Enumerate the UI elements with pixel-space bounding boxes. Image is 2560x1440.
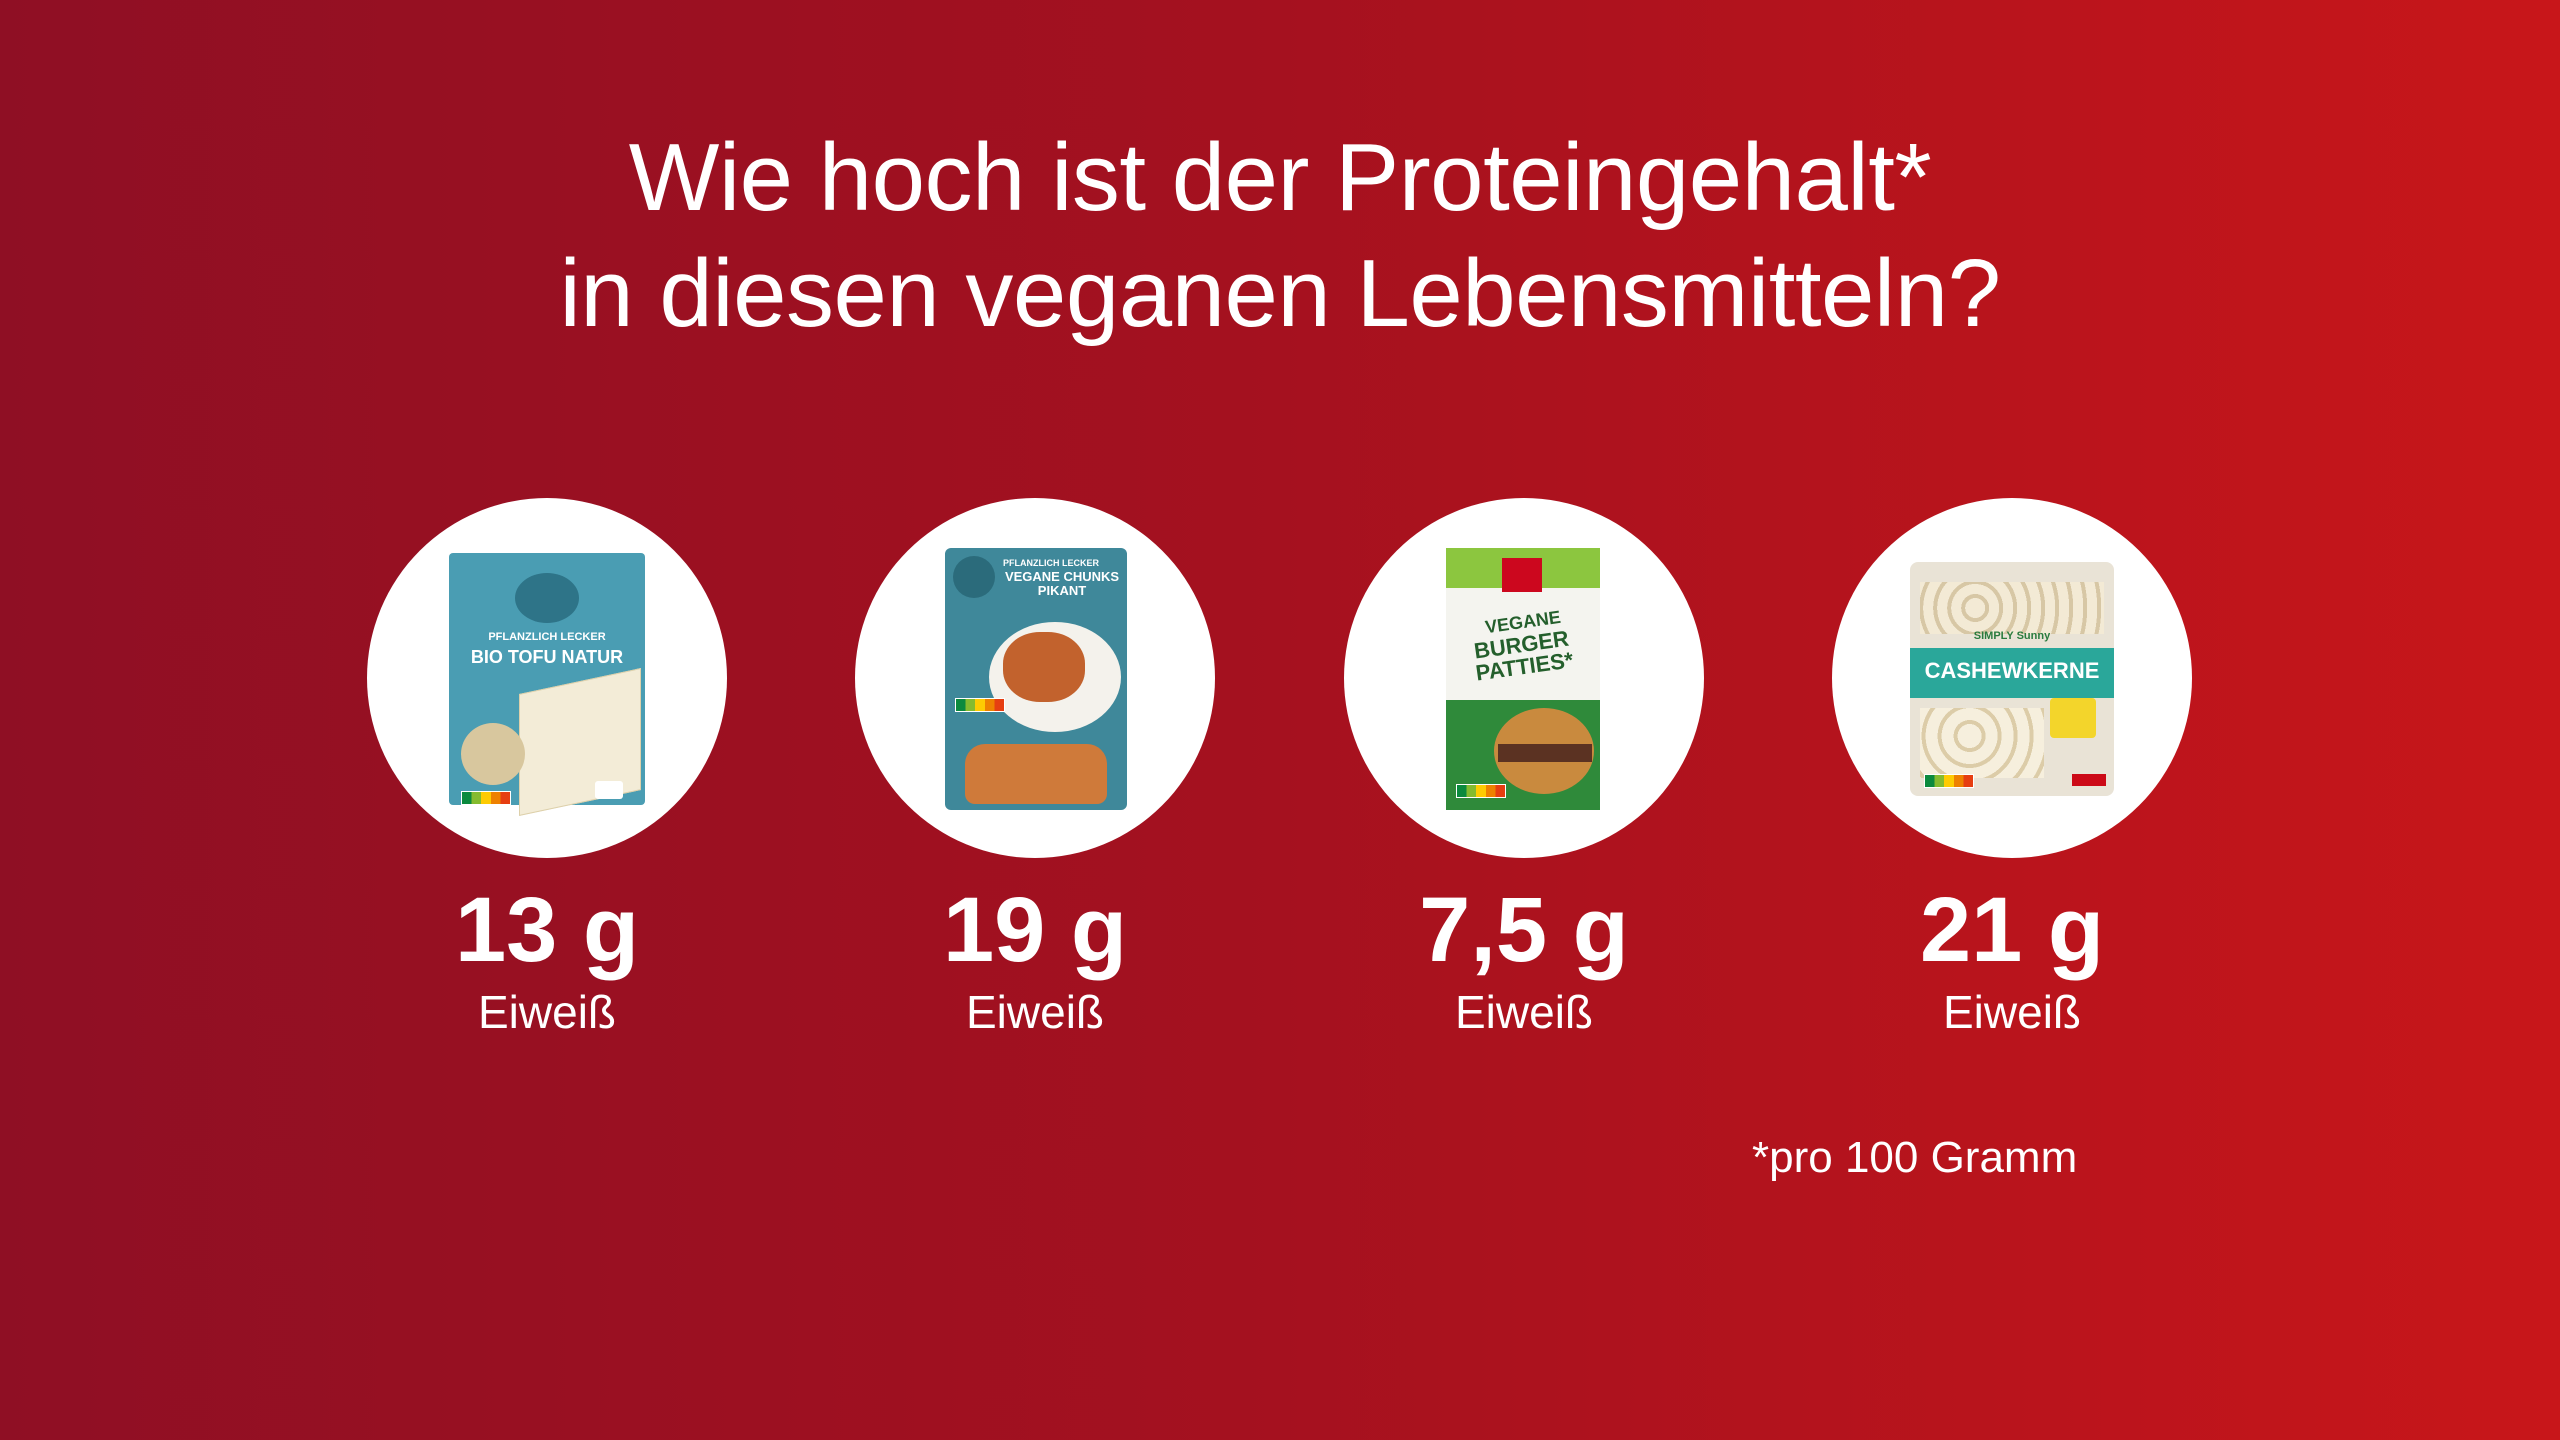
product-card-tofu: PFLANZLICH LECKER BIO TOFU NATUR 13 g Ei… <box>367 498 727 1040</box>
product-image-circle: VEGANE BURGER PATTIES* <box>1344 498 1704 858</box>
product-image-circle: SIMPLY Sunny CASHEWKERNE <box>1832 498 2192 858</box>
protein-amount: 13 g <box>454 879 640 981</box>
product-image-circle: PFLANZLICH LECKER BIO TOFU NATUR <box>367 498 727 858</box>
protein-amount: 21 g <box>1919 879 2105 981</box>
protein-label: Eiweiß <box>965 986 1105 1038</box>
patties-package-image: VEGANE BURGER PATTIES* <box>1446 548 1600 810</box>
tofu-package-image: PFLANZLICH LECKER BIO TOFU NATUR <box>449 553 645 816</box>
protein-amount: 7,5 g <box>1419 879 1629 981</box>
product-image-circle: PFLANZLICH LECKER VEGANE CHUNKS PIKANT <box>855 498 1215 858</box>
protein-label: Eiweiß <box>477 986 617 1038</box>
title-line-1: Wie hoch ist der Proteingehalt* <box>628 124 1932 231</box>
product-card-cashews: SIMPLY Sunny CASHEWKERNE 21 g Eiweiß <box>1832 498 2192 1040</box>
protein-amount: 19 g <box>942 879 1128 981</box>
product-card-patties: VEGANE BURGER PATTIES* 7,5 g Eiweiß <box>1344 498 1704 1040</box>
protein-label: Eiweiß <box>1942 986 2082 1038</box>
product-card-chunks: PFLANZLICH LECKER VEGANE CHUNKS PIKANT 1… <box>855 498 1215 1040</box>
cashew-package-image: SIMPLY Sunny CASHEWKERNE <box>1910 562 2114 796</box>
protein-label: Eiweiß <box>1454 986 1594 1038</box>
title-line-2: in diesen veganen Lebensmitteln? <box>559 240 2001 347</box>
footnote: *pro 100 Gramm <box>1752 1133 2078 1182</box>
page-title: Wie hoch ist der Proteingehalt* in diese… <box>0 120 2560 352</box>
chunks-package-image: PFLANZLICH LECKER VEGANE CHUNKS PIKANT <box>945 548 1127 810</box>
